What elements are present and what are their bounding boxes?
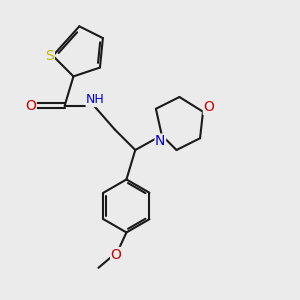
Text: S: S [46,49,54,63]
Text: O: O [203,100,214,114]
Text: N: N [155,134,166,148]
Text: O: O [111,248,122,262]
Text: NH: NH [86,93,105,106]
Text: O: O [25,99,36,113]
